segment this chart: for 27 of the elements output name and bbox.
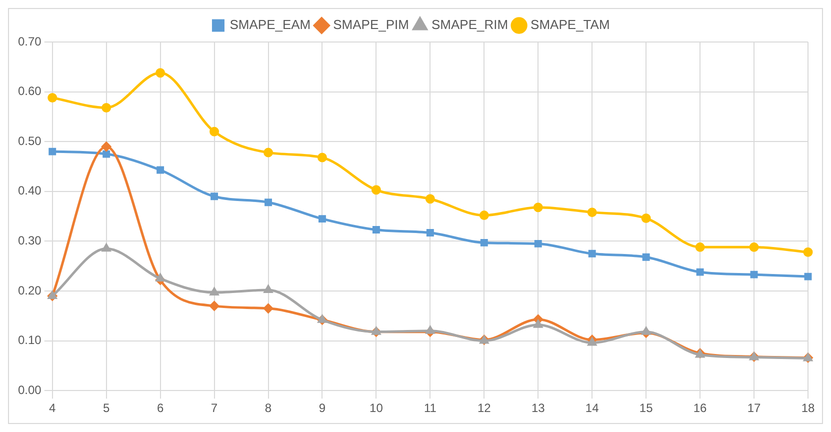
- x-tick-label: 11: [424, 401, 437, 416]
- y-tick-label: 0.70: [18, 34, 42, 48]
- x-tick-label: 18: [801, 401, 815, 416]
- legend-label: SMAPE_TAM: [530, 17, 610, 32]
- x-tick-label: 15: [639, 401, 654, 416]
- legend-label: SMAPE_EAM: [230, 17, 311, 32]
- x-tick-label: 13: [531, 401, 546, 416]
- y-tick-label: 0.10: [18, 333, 42, 348]
- x-tick-label: 16: [693, 401, 708, 416]
- y-tick-label: 0.60: [18, 84, 42, 98]
- x-tick-label: 12: [477, 401, 492, 416]
- x-tick-label: 14: [585, 401, 600, 416]
- x-tick-label: 7: [210, 401, 218, 416]
- y-tick-label: 0.40: [18, 184, 42, 198]
- y-tick-label: 0.30: [18, 234, 42, 248]
- x-tick-label: 17: [747, 401, 762, 416]
- legend-label: SMAPE_PIM: [333, 17, 409, 32]
- y-tick-label: 0.20: [18, 283, 42, 298]
- y-tick-label: 0.00: [18, 382, 42, 397]
- x-tick-label: 6: [156, 401, 164, 416]
- x-tick-label: 5: [102, 401, 110, 416]
- y-tick-label: 0.50: [18, 134, 42, 148]
- x-tick-label: 8: [264, 401, 272, 416]
- x-tick-label: 10: [370, 401, 384, 416]
- x-tick-label: 4: [49, 401, 56, 416]
- x-tick-label: 9: [318, 401, 326, 416]
- legend-label: SMAPE_RIM: [431, 17, 508, 32]
